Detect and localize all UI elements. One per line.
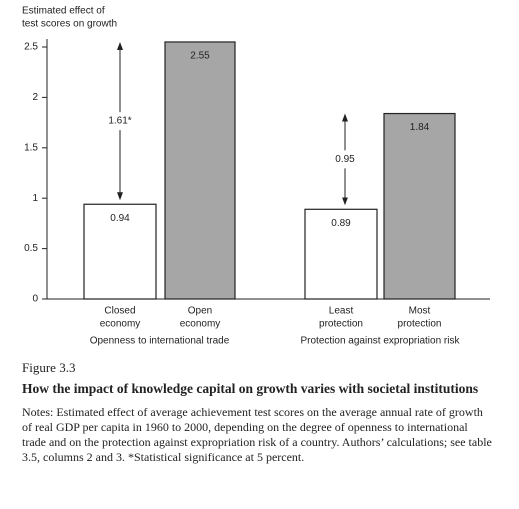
caption: Figure 3.3 How the impact of knowledge c… bbox=[22, 360, 492, 465]
figure-notes: Notes: Estimated effect of average achie… bbox=[22, 405, 492, 464]
y-axis-title: test scores on growth bbox=[22, 19, 117, 30]
bar bbox=[383, 112, 456, 300]
bar bbox=[164, 41, 236, 300]
x-tick-label: economy bbox=[180, 319, 221, 330]
y-tick-label: 2.5 bbox=[24, 42, 38, 53]
value-label: 1.84 bbox=[410, 122, 430, 133]
figure-title: How the impact of knowledge capital on g… bbox=[22, 381, 479, 396]
value-label: 0.89 bbox=[331, 218, 351, 229]
bar bbox=[83, 203, 157, 300]
value-label: 2.55 bbox=[190, 51, 210, 62]
x-tick-label: Open bbox=[188, 306, 212, 317]
value-label: 0.94 bbox=[110, 213, 130, 224]
bar bbox=[304, 208, 378, 300]
y-axis-title: Estimated effect of bbox=[22, 6, 105, 17]
difference-label: 0.95 bbox=[335, 154, 355, 165]
y-tick-label: 2 bbox=[32, 92, 38, 103]
x-tick-label: economy bbox=[100, 319, 141, 330]
y-tick-label: 1 bbox=[32, 193, 38, 204]
y-tick-label: 0 bbox=[32, 294, 38, 305]
difference-label: 1.61* bbox=[108, 116, 131, 127]
x-tick-label: protection bbox=[398, 319, 442, 330]
x-tick-label: Most bbox=[409, 306, 431, 317]
group-label: Openness to international trade bbox=[90, 336, 230, 347]
x-tick-label: Closed bbox=[104, 306, 135, 317]
y-tick-label: 0.5 bbox=[24, 243, 38, 254]
chart: Estimated effect of test scores on growt… bbox=[22, 6, 490, 347]
figure-label: Figure 3.3 bbox=[22, 360, 76, 375]
group-label: Protection against expropriation risk bbox=[301, 336, 461, 347]
x-tick-label: protection bbox=[319, 319, 363, 330]
x-tick-label: Least bbox=[329, 306, 354, 317]
y-tick-label: 1.5 bbox=[24, 142, 38, 153]
